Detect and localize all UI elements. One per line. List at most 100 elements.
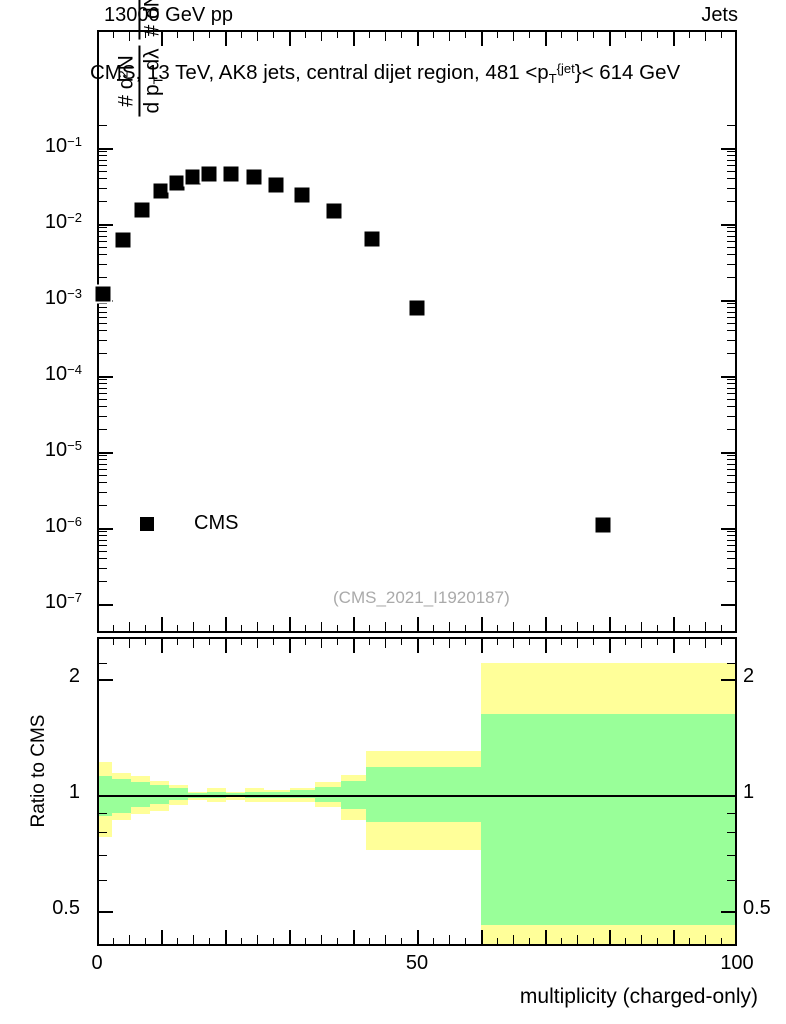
ratio-y-tick-mark	[99, 832, 107, 834]
y-tick-mark	[99, 455, 107, 457]
y-tick-mark-right	[721, 300, 735, 302]
y-tick-mark	[99, 178, 107, 180]
plot-title-sub: T	[548, 71, 557, 86]
x-tick-mark-top	[705, 32, 706, 41]
x-tick-mark-bottom	[209, 625, 210, 631]
ratio-x-tick-mark-bottom	[609, 930, 611, 944]
ratio-x-tick-mark-bottom	[497, 938, 498, 944]
y-tick-mark	[99, 170, 107, 172]
y-tick-mark-right	[727, 383, 735, 385]
ratio-x-tick-mark-top	[321, 639, 322, 648]
x-tick-mark-bottom	[657, 625, 658, 631]
y-tick-mark	[99, 164, 107, 166]
ratio-x-tick-mark-top	[97, 639, 99, 653]
ratio-x-tick-mark-bottom	[145, 938, 146, 944]
y-tick-mark-right	[727, 567, 735, 569]
x-tick-mark-bottom	[193, 622, 194, 631]
y-tick-mark	[99, 474, 107, 476]
ratio-x-tick-mark-bottom	[241, 938, 242, 944]
x-tick-mark-bottom	[433, 625, 434, 631]
ratio-x-tick-mark-top	[465, 639, 466, 645]
y-tick-mark	[99, 159, 107, 161]
x-tick-mark-top	[593, 32, 594, 38]
x-tick-mark-bottom	[577, 622, 578, 631]
data-point-marker	[593, 515, 613, 535]
ratio-x-tick-mark-top	[577, 639, 578, 648]
data-points-layer	[93, 30, 737, 633]
y-tick-mark	[99, 227, 107, 229]
ratio-y-tick-mark	[99, 812, 107, 814]
x-tick-mark-top	[625, 32, 626, 38]
x-tick-mark-bottom	[161, 617, 163, 631]
x-tick-mark-bottom	[513, 622, 514, 631]
x-tick-mark-bottom	[735, 617, 737, 631]
x-tick-mark-top	[417, 32, 419, 46]
ratio-x-tick-mark-bottom	[161, 930, 163, 944]
y-tick-mark-right	[727, 155, 735, 157]
x-tick-mark-top	[353, 32, 355, 46]
y-tick-mark-right	[727, 550, 735, 552]
y-tick-mark-right	[727, 277, 735, 279]
ratio-x-tick-mark-bottom	[321, 935, 322, 944]
x-tick-mark-top	[289, 32, 291, 46]
ratio-x-tick-mark-top	[193, 639, 194, 648]
y-tick-mark	[99, 254, 107, 256]
ratio-x-tick-mark-bottom	[209, 938, 210, 944]
x-tick-mark-bottom	[721, 625, 722, 631]
plot-title-sup: {jet	[556, 61, 575, 76]
y-tick-mark	[99, 376, 113, 378]
x-tick-mark-top	[641, 32, 642, 41]
y-tick-mark-right	[727, 201, 735, 203]
main-plot-panel	[97, 30, 737, 633]
y-tick-mark-right	[727, 581, 735, 583]
x-tick-mark-top	[577, 32, 578, 41]
y-tick-label: 10−4	[44, 362, 82, 385]
y-tick-mark	[99, 277, 107, 279]
y-tick-mark-right	[727, 491, 735, 493]
beam-energy-label: 13000 GeV pp	[104, 4, 233, 26]
ratio-x-tick-mark-top	[305, 639, 306, 645]
ratio-axis-ticks	[97, 637, 737, 946]
ratio-x-tick-mark-top	[353, 639, 355, 653]
y-tick-mark	[99, 567, 107, 569]
y-tick-mark	[99, 240, 107, 242]
x-tick-label: 100	[720, 952, 754, 974]
y-tick-mark	[99, 303, 107, 305]
x-tick-mark-top	[177, 32, 178, 38]
y-tick-mark	[99, 125, 107, 127]
ratio-x-tick-mark-top	[289, 639, 291, 653]
y-tick-mark-right	[727, 254, 735, 256]
y-tick-mark	[99, 491, 107, 493]
ratio-x-tick-mark-top	[561, 639, 562, 645]
x-tick-mark-bottom	[289, 617, 291, 631]
ratio-y-tick-label: 0.5	[52, 897, 80, 919]
data-point-marker	[324, 201, 344, 221]
ratio-x-tick-mark-bottom	[257, 935, 258, 944]
y-tick-mark-right	[727, 398, 735, 400]
y-tick-mark	[99, 482, 107, 484]
ratio-y-tick-mark	[99, 679, 113, 681]
ratio-y-tick-mark-right	[727, 832, 735, 834]
y-tick-mark	[99, 528, 113, 530]
data-point-marker	[132, 200, 152, 220]
x-tick-mark-top	[513, 32, 514, 41]
x-tick-mark-bottom	[305, 625, 306, 631]
ratio-y-tick-mark-right	[721, 679, 735, 681]
ratio-x-tick-mark-top	[497, 639, 498, 645]
y-tick-mark	[99, 550, 107, 552]
y-tick-mark-right	[727, 159, 735, 161]
y-tick-mark-right	[727, 539, 735, 541]
plot-title-post: }< 614 GeV	[574, 61, 681, 84]
y-tick-mark-right	[721, 528, 735, 530]
x-tick-mark-top	[369, 32, 370, 38]
y-tick-mark	[99, 231, 107, 233]
y-tick-mark	[99, 459, 107, 461]
y-tick-mark-right	[727, 406, 735, 408]
ratio-x-tick-mark-top	[689, 639, 690, 645]
y-tick-mark-right	[727, 429, 735, 431]
x-tick-mark-bottom	[273, 625, 274, 631]
ratio-x-tick-mark-top	[481, 639, 483, 653]
y-tick-mark	[99, 148, 113, 150]
x-tick-mark-bottom	[369, 625, 370, 631]
ratio-y-tick-label: 2	[68, 665, 80, 687]
